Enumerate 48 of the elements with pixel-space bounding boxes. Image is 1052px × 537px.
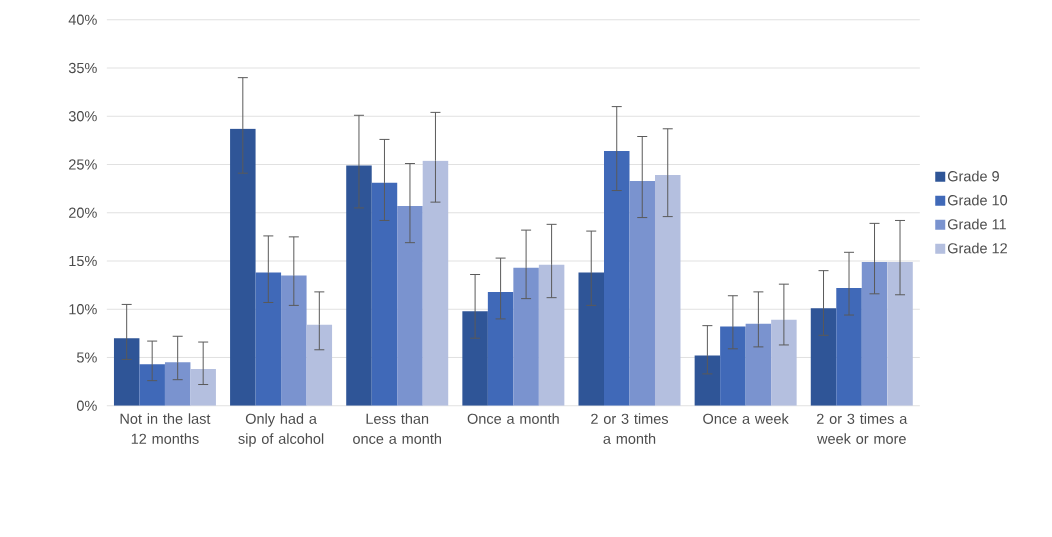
bar (346, 165, 372, 406)
x-tick-label: Once a week (703, 413, 789, 424)
legend-label: Grade 10 (947, 194, 1008, 206)
bar (230, 128, 256, 406)
x-tick-label: Less than once a month (353, 413, 441, 444)
bar (422, 160, 449, 406)
bar (654, 175, 681, 406)
legend-label: Grade 9 (947, 170, 999, 182)
bar (771, 319, 797, 406)
bar (694, 355, 721, 406)
bar (397, 206, 423, 406)
y-tick-label: 5% (76, 352, 97, 363)
legend-label: Grade 11 (947, 218, 1006, 230)
bar (887, 261, 913, 406)
bar (190, 369, 216, 406)
bar (462, 311, 488, 406)
bar (281, 275, 307, 406)
y-tick-label: 35% (68, 62, 97, 74)
bar (810, 308, 837, 406)
bar (720, 326, 746, 406)
legend-label: Grade 12 (947, 242, 1007, 254)
y-tick-label: 25% (69, 159, 97, 170)
bar (113, 338, 140, 406)
bar (513, 267, 539, 406)
bar (164, 362, 191, 406)
bar (836, 288, 862, 406)
y-tick-label: 20% (69, 207, 97, 218)
bar (604, 150, 630, 406)
y-tick-label: 30% (68, 111, 97, 122)
x-tick-label: Only had a sip of alcohol (238, 413, 324, 447)
y-tick-label: 15% (69, 255, 97, 267)
bar (255, 272, 282, 406)
bar (745, 323, 772, 406)
bar (139, 364, 165, 406)
bar (629, 180, 655, 406)
x-tick-label: Not in the last 12 months (120, 413, 211, 444)
x-tick-label: Once a month (467, 413, 559, 424)
y-tick-label: 40% (68, 14, 97, 25)
y-tick-label: 0% (76, 400, 97, 411)
bar (538, 264, 565, 406)
bar (578, 272, 604, 406)
bar (371, 182, 398, 406)
bar (861, 261, 888, 406)
x-tick-label: 2 or 3 times a month (591, 413, 669, 444)
x-tick-label: 2 or 3 times a week or more (816, 413, 908, 444)
bar (487, 291, 514, 406)
bar (306, 324, 333, 406)
y-tick-label: 10% (69, 304, 97, 315)
